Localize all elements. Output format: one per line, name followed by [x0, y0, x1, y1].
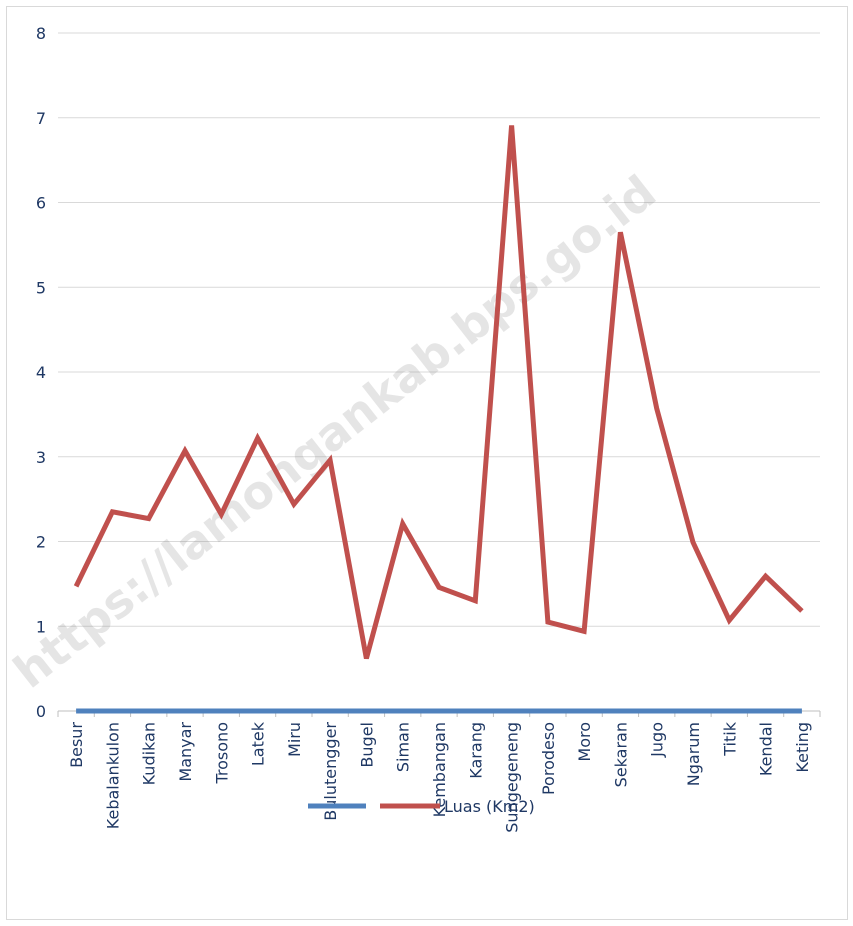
- x-tick-label: Porodeso: [539, 722, 558, 795]
- y-tick-label: 4: [36, 363, 46, 382]
- y-tick-label: 7: [36, 109, 46, 128]
- x-axis-ticks: Besur Kebalankulon Kudikan Manyar Trosono Lat…: [67, 721, 812, 832]
- x-tick-label: Keting: [793, 722, 812, 773]
- x-tick-label: Latek: [249, 721, 268, 766]
- y-tick-label: 5: [36, 278, 46, 297]
- chart-frame: [6, 6, 848, 920]
- x-tick-label: Kudikan: [140, 722, 159, 785]
- x-tick-label: Besur: [67, 722, 86, 768]
- y-tick-label: 8: [36, 24, 46, 43]
- x-tick-label: Siman: [394, 722, 413, 772]
- y-tick-label: 1: [36, 617, 46, 636]
- legend-label: Luas (Km2): [444, 797, 535, 816]
- x-tick-label: Kebalankulon: [103, 722, 122, 829]
- x-tick-label: Trosono: [212, 722, 231, 785]
- y-tick-label: 6: [36, 194, 46, 213]
- x-tick-label: Karang: [466, 722, 485, 779]
- series-line-2: [73, 125, 804, 660]
- x-tick-label: Bugel: [357, 722, 376, 768]
- y-tick-label: 0: [36, 702, 46, 721]
- x-tick-label: Titik: [720, 721, 739, 756]
- x-tick-label: Ngarum: [684, 722, 703, 786]
- x-tick-label: Sekaran: [611, 722, 630, 787]
- x-tick-label: Jugo: [648, 722, 667, 758]
- x-tick-label: Kendal: [757, 722, 776, 776]
- legend: Luas (Km2): [308, 797, 535, 816]
- x-tick-label: Miru: [285, 722, 304, 757]
- x-tick-label: Moro: [575, 722, 594, 762]
- x-tick-label: Bulutengger: [321, 722, 340, 821]
- y-tick-label: 2: [36, 533, 46, 552]
- x-tick-label: Kembangan: [430, 722, 449, 817]
- series-lines: [73, 125, 804, 714]
- y-axis-ticks: 0 1 2 3 4 5 6 7 8: [36, 24, 46, 721]
- x-tick-label: Sungegeneng: [503, 722, 522, 833]
- x-tick-label: Manyar: [176, 722, 195, 782]
- watermark: https://lamongankab.bps.go.id: [4, 165, 666, 699]
- y-tick-label: 3: [36, 448, 46, 467]
